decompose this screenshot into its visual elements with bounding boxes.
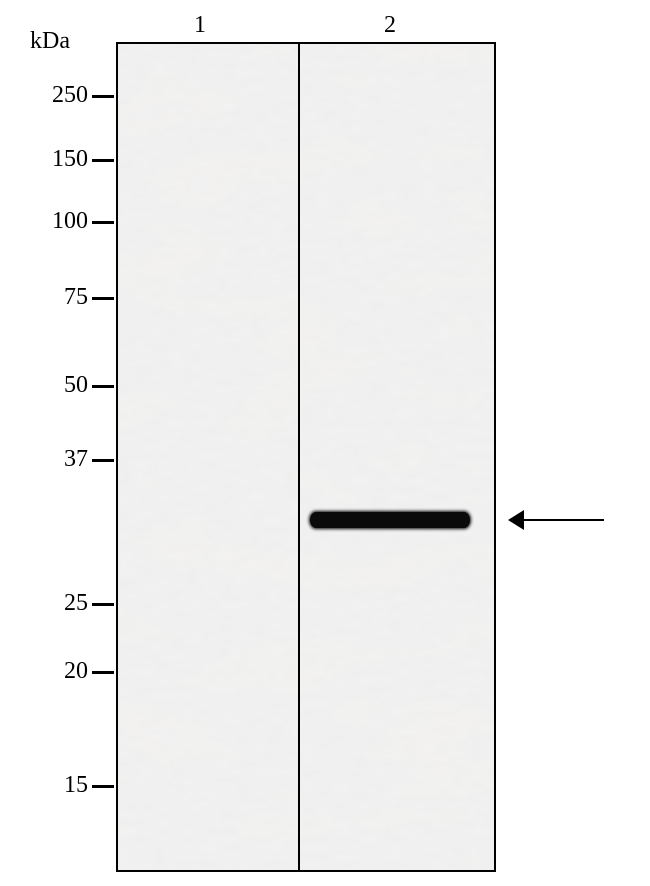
y-axis-unit-label: kDa	[30, 28, 70, 55]
mw-tick-75	[92, 297, 114, 300]
mw-label-25: 25	[0, 590, 88, 617]
mw-label-75: 75	[0, 284, 88, 311]
mw-tick-250	[92, 95, 114, 98]
mw-tick-20	[92, 671, 114, 674]
mw-tick-15	[92, 785, 114, 788]
band-lane2-0	[310, 512, 470, 528]
mw-tick-150	[92, 159, 114, 162]
mw-label-250: 250	[0, 82, 88, 109]
blot-background	[118, 44, 494, 870]
mw-tick-25	[92, 603, 114, 606]
mw-label-15: 15	[0, 772, 88, 799]
mw-label-150: 150	[0, 146, 88, 173]
mw-label-20: 20	[0, 658, 88, 685]
lane-header-1: 1	[190, 12, 210, 39]
lane-divider	[298, 44, 300, 870]
western-blot-figure: kDa 250 150 100 75 50 37 25 20 15 1 2	[0, 0, 650, 886]
band-indicator-arrow	[508, 510, 604, 530]
blot-frame	[116, 42, 496, 872]
mw-tick-100	[92, 221, 114, 224]
arrow-shaft	[518, 519, 604, 521]
mw-tick-50	[92, 385, 114, 388]
lane-header-2: 2	[380, 12, 400, 39]
mw-label-100: 100	[0, 208, 88, 235]
mw-label-50: 50	[0, 372, 88, 399]
arrow-head-icon	[508, 510, 524, 530]
mw-tick-37	[92, 459, 114, 462]
mw-label-37: 37	[0, 446, 88, 473]
